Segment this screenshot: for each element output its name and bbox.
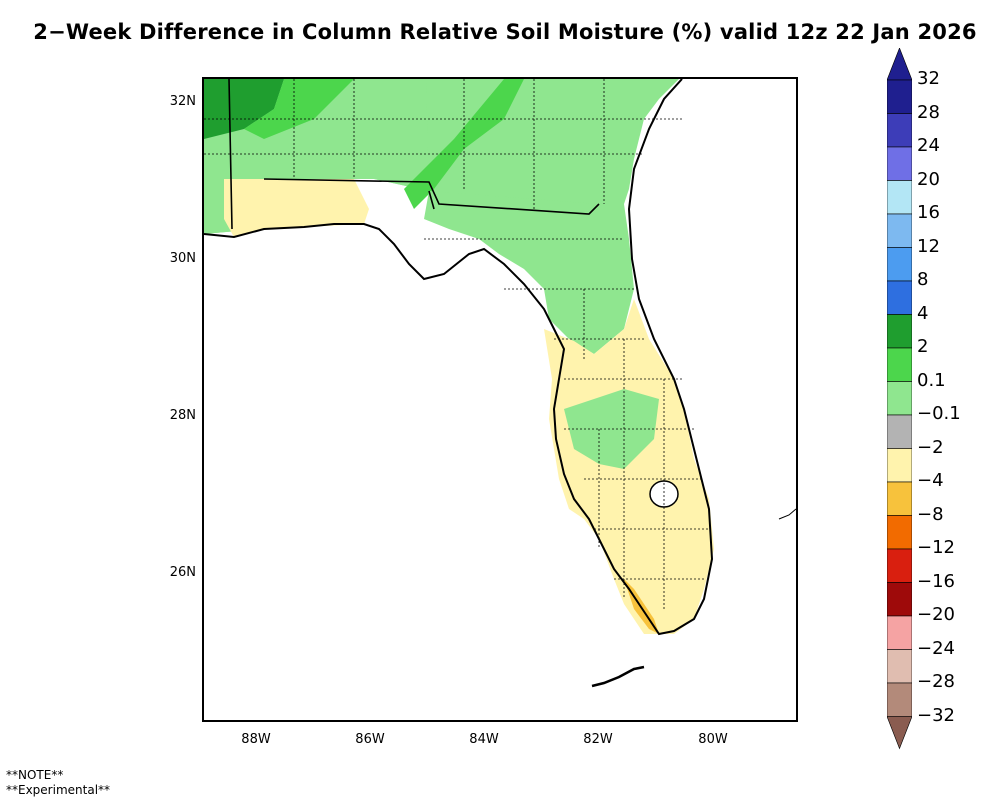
colorbar-label: 8 [917, 269, 929, 290]
coastline [204, 79, 714, 636]
colorbar-band [887, 280, 912, 315]
colorbar-band [887, 548, 912, 583]
florida-keys [591, 665, 645, 688]
map-title: 2−Week Difference in Column Relative Soi… [33, 20, 977, 44]
lon-label-80w: 80W [698, 732, 728, 747]
colorbar-label: −12 [917, 537, 955, 558]
panhandle-yellow [224, 179, 369, 237]
lat-label-30n: 30N [169, 251, 196, 266]
colorbar-band [887, 448, 912, 483]
colorbar-band [887, 146, 912, 181]
colorbar-label: −2 [917, 436, 944, 458]
colorbar-label: −32 [917, 704, 955, 726]
colorbar-band [887, 79, 912, 114]
peninsula-yellow [544, 299, 714, 634]
colorbar-label: 2 [917, 336, 929, 357]
colorbar-band [887, 414, 912, 449]
lat-label-28n: 28N [169, 408, 196, 423]
lat-label-32n: 32N [169, 94, 196, 109]
colorbar-label: 0.1 [917, 369, 946, 391]
lon-label-86w: 86W [355, 732, 385, 747]
colorbar-band [887, 515, 912, 550]
peninsula-green-patch [564, 389, 659, 469]
colorbar-label: −28 [917, 671, 955, 692]
colorbar-arrow-top [887, 48, 912, 81]
colorbar-label: 24 [917, 135, 940, 156]
county-lines [204, 79, 709, 609]
colorbar-label: −0.1 [917, 403, 961, 424]
colorbar-band [887, 582, 912, 617]
lon-label-82w: 82W [583, 732, 613, 747]
colorbar-band [887, 247, 912, 282]
colorbar [887, 48, 912, 750]
lon-label-84w: 84W [469, 732, 499, 747]
colorbar-label: 16 [917, 202, 940, 223]
colorbar-band [887, 213, 912, 248]
florida-map [204, 79, 796, 688]
colorbar-band [887, 347, 912, 382]
colorbar-label: 20 [917, 168, 940, 190]
colorbar-band [887, 481, 912, 516]
map-panel [202, 77, 798, 722]
colorbar-label: 32 [917, 68, 940, 89]
lat-label-26n: 26N [169, 565, 196, 580]
colorbar-label: 4 [917, 302, 929, 324]
notes: **NOTE** **Experimental** [6, 768, 110, 798]
colorbar-band [887, 649, 912, 684]
colorbar-label: −16 [917, 570, 955, 592]
colorbar-arrow-bottom [887, 716, 912, 750]
colorbar-band [887, 113, 912, 148]
colorbar-label: 28 [917, 101, 940, 123]
colorbar-band [887, 615, 912, 650]
note-line-2: **Experimental** [6, 783, 111, 797]
colorbar-label: 12 [917, 235, 940, 257]
dark-green-nw [204, 79, 284, 139]
colorbar-band [887, 180, 912, 215]
colorbar-label: −20 [917, 604, 955, 625]
colorbar-label: −24 [917, 637, 955, 659]
peninsula-green [424, 191, 634, 354]
colorbar-label: −8 [917, 503, 944, 525]
colorbar-band [887, 314, 912, 349]
colorbar-band [887, 682, 912, 717]
lon-label-88w: 88W [241, 732, 271, 747]
note-line-1: **NOTE** [6, 768, 64, 782]
atlantic-island [778, 508, 796, 520]
state-border-al-ga [228, 79, 600, 230]
colorbar-label: −4 [917, 470, 944, 491]
mid-green-band [244, 79, 354, 139]
colorbar-band [887, 381, 912, 416]
